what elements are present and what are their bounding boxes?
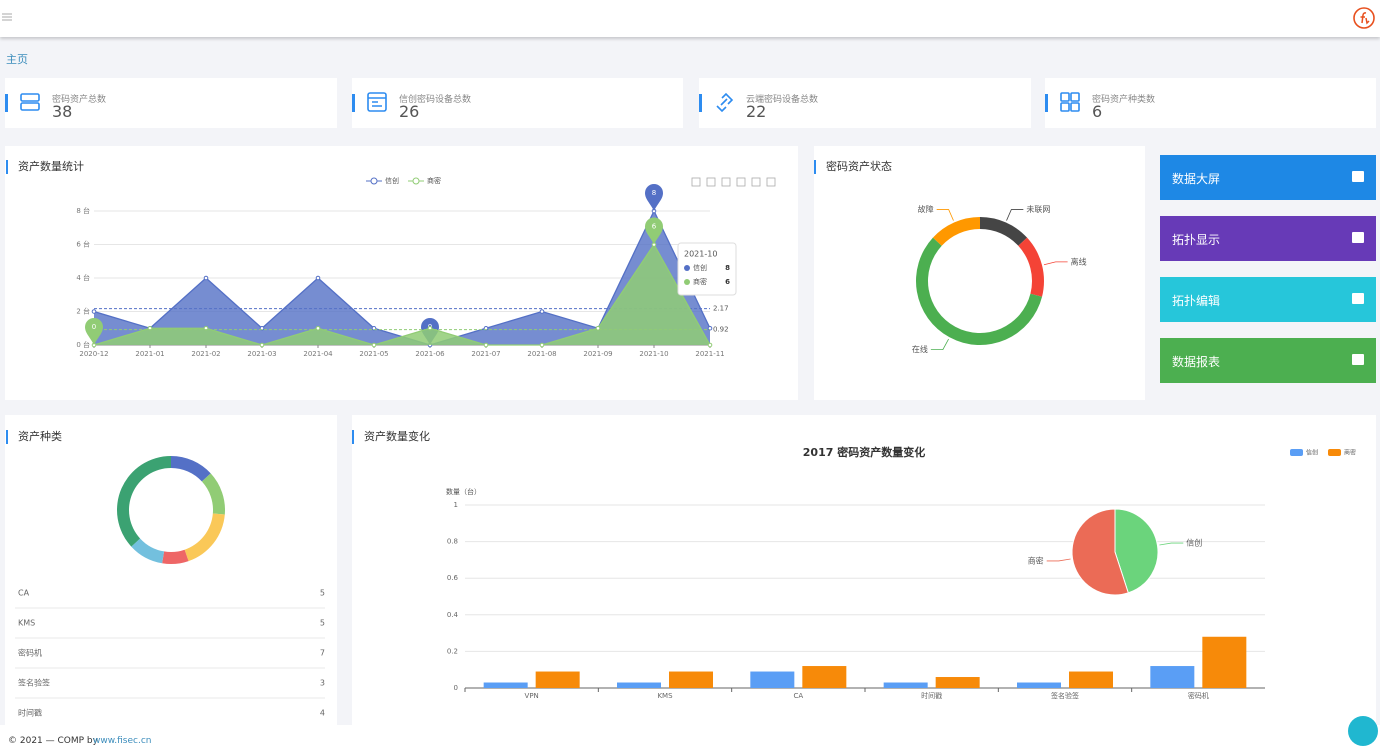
panel bbox=[814, 146, 1145, 400]
panel bbox=[5, 415, 337, 725]
button-icon bbox=[1352, 354, 1364, 365]
stat-icon bbox=[20, 93, 40, 111]
nav-button[interactable]: 拓扑编辑 bbox=[1160, 277, 1376, 322]
button-icon bbox=[1352, 232, 1364, 243]
breadcrumb[interactable]: 主页 bbox=[6, 53, 28, 66]
stat-value: 38 bbox=[52, 102, 73, 121]
panel bbox=[5, 146, 798, 400]
button-icon bbox=[1352, 293, 1364, 304]
top-bar bbox=[0, 0, 1380, 37]
nav-button[interactable]: 数据报表 bbox=[1160, 338, 1376, 383]
stat-icon bbox=[1060, 92, 1080, 112]
nav-button[interactable]: 拓扑显示 bbox=[1160, 216, 1376, 261]
chat-button[interactable] bbox=[1348, 716, 1378, 746]
footer: © 2021 — COMP by www.fisec.cn bbox=[0, 725, 1380, 750]
stat-value: 6 bbox=[1092, 102, 1103, 121]
stat-label: 信创密码设备总数 bbox=[399, 95, 472, 105]
stat-card: 密码资产种类数 6 bbox=[1045, 78, 1376, 128]
menu-icon[interactable] bbox=[2, 12, 12, 22]
card-accent bbox=[5, 94, 8, 112]
stat-card: 信创密码设备总数 26 bbox=[352, 78, 683, 128]
stat-icon bbox=[367, 92, 387, 112]
panel bbox=[352, 415, 1376, 725]
stat-card: 云端密码设备总数 22 bbox=[699, 78, 1031, 128]
card-accent bbox=[1045, 94, 1048, 112]
footer-link[interactable]: www.fisec.cn bbox=[93, 736, 152, 746]
card-accent bbox=[352, 94, 355, 112]
footer-text: © 2021 — COMP by bbox=[8, 736, 98, 746]
stat-card: 密码资产总数 38 bbox=[5, 78, 337, 128]
nav-button[interactable]: 数据大屏 bbox=[1160, 155, 1376, 200]
stat-label: 密码资产总数 bbox=[52, 95, 107, 105]
stat-label: 密码资产种类数 bbox=[1092, 95, 1156, 105]
card-accent bbox=[699, 94, 702, 112]
logo bbox=[1353, 7, 1375, 29]
stat-value: 26 bbox=[399, 102, 420, 121]
stat-label: 云端密码设备总数 bbox=[746, 95, 819, 105]
stat-value: 22 bbox=[746, 102, 767, 121]
button-icon bbox=[1352, 171, 1364, 182]
stat-icon bbox=[716, 92, 734, 113]
